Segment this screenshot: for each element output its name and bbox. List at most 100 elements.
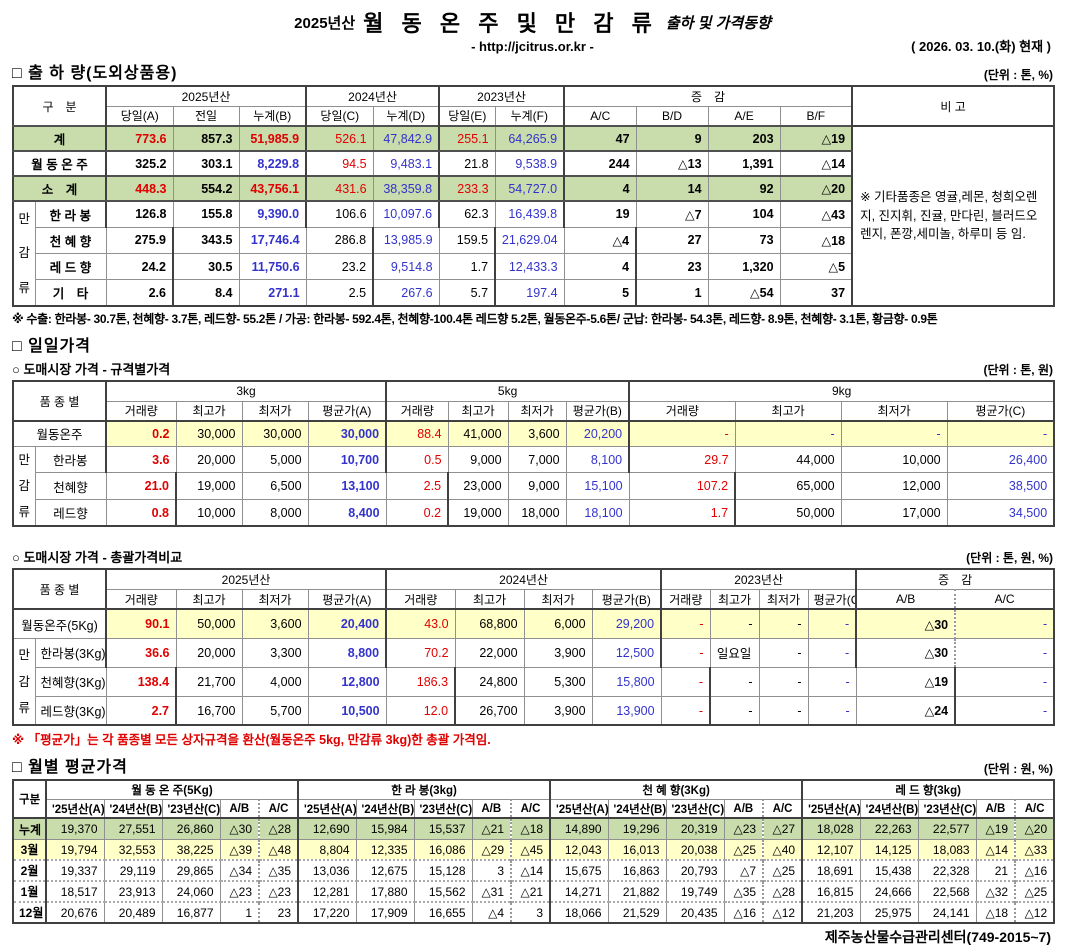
value-cell: 325.2 bbox=[105, 150, 174, 177]
value-cell: 10,500 bbox=[307, 695, 387, 726]
col-header: A/C bbox=[954, 588, 1055, 610]
value-cell: 13,985.9 bbox=[372, 226, 440, 255]
value-cell: 17,746.4 bbox=[238, 226, 307, 255]
value-cell: 159.5 bbox=[438, 226, 496, 255]
value-cell: 20,400 bbox=[307, 608, 387, 639]
col-header: '24년산(B) bbox=[859, 798, 919, 819]
value-cell: 26,860 bbox=[161, 817, 221, 840]
col-header: 거래량 bbox=[385, 400, 449, 422]
value-cell: 10,000 bbox=[840, 445, 948, 474]
col-header: B/D bbox=[635, 105, 709, 127]
value-cell: 3,900 bbox=[523, 695, 593, 726]
shipment-section-title: □ 출 하 량(도외상품용) bbox=[12, 65, 178, 82]
row-label: 기 타 bbox=[34, 279, 107, 307]
value-cell: △16 bbox=[723, 901, 764, 924]
value-cell: 20,000 bbox=[175, 637, 243, 668]
col-header: A/C bbox=[563, 105, 637, 127]
value-cell: 50,000 bbox=[175, 608, 243, 639]
monthly-price-section-header: □ 월별 평균가격 (단위 : 원, %) bbox=[12, 753, 1053, 777]
table-row: 레드향 0.8 10,000 8,000 8,400 0.2 19,000 18,000 18,… bbox=[13, 499, 1055, 527]
value-cell: 37 bbox=[779, 279, 853, 307]
value-cell: △21 bbox=[510, 880, 551, 903]
value-cell: 9,000 bbox=[507, 472, 567, 501]
value-cell: 92 bbox=[707, 175, 781, 202]
value-cell: △21 bbox=[471, 817, 512, 840]
col-header: A/B bbox=[219, 798, 260, 819]
value-cell: 23 bbox=[257, 901, 299, 924]
value-cell: 138.4 bbox=[105, 666, 177, 697]
value-cell: 14,271 bbox=[549, 880, 609, 903]
value-cell: - bbox=[758, 608, 809, 639]
value-cell: 24,666 bbox=[859, 880, 919, 903]
value-cell: 19,000 bbox=[175, 472, 243, 501]
col-header: 누계(D) bbox=[372, 105, 440, 127]
average-price-footnote: ※ 「평균가」는 각 품종별 모든 상자규격을 환산(월동온주 5kg, 만감류… bbox=[12, 733, 491, 748]
value-cell: 857.3 bbox=[172, 125, 240, 152]
value-cell: 29,865 bbox=[161, 859, 221, 882]
value-cell: 12,800 bbox=[307, 666, 387, 697]
value-cell: 30,000 bbox=[175, 420, 243, 447]
title-subtitle: 출하 및 가격동향 bbox=[665, 14, 771, 32]
col-header: '24년산(B) bbox=[607, 798, 667, 819]
value-cell: 343.5 bbox=[172, 226, 240, 255]
col-header: A/B bbox=[471, 798, 512, 819]
value-cell: 16,815 bbox=[801, 880, 861, 903]
value-cell: △7 bbox=[635, 200, 709, 228]
row-label: 계 bbox=[12, 125, 107, 152]
value-cell: 47,842.9 bbox=[372, 125, 440, 152]
value-cell: 12,335 bbox=[355, 838, 415, 861]
row-label: 레드향 bbox=[34, 499, 107, 527]
value-cell: 18,066 bbox=[549, 901, 609, 924]
col-header: 최고가 bbox=[447, 400, 509, 422]
value-cell: 14,890 bbox=[549, 817, 609, 840]
row-label: 2월 bbox=[12, 859, 47, 882]
col-header: '25년산(A) bbox=[801, 798, 861, 819]
table-row: 기 타 2.6 8.4 271.1 2.5 267.6 5.7 197.4 5 1 △54 37 bbox=[13, 279, 1054, 307]
value-cell: △35 bbox=[723, 880, 764, 903]
value-cell: 27 bbox=[635, 226, 709, 255]
shipment-section-header: □ 출 하 량(도외상품용) (단위 : 톤, %) bbox=[12, 59, 1053, 83]
value-cell: 13,900 bbox=[591, 695, 662, 726]
value-cell: 21,629.04 bbox=[494, 226, 565, 255]
col-header: 거래량 bbox=[660, 588, 711, 610]
value-cell: 23,913 bbox=[103, 880, 163, 903]
value-cell: 7,000 bbox=[507, 445, 567, 474]
col-header: 당일(E) bbox=[438, 105, 496, 127]
value-cell: 3 bbox=[510, 901, 551, 924]
value-cell: 15,984 bbox=[355, 817, 415, 840]
table-row: 1월 18,517 23,913 24,060 △23 △23 12,281 17,880 15… bbox=[12, 880, 1055, 903]
value-cell: 10,097.6 bbox=[372, 200, 440, 228]
value-cell: 11,750.6 bbox=[238, 253, 307, 281]
value-cell: 5,300 bbox=[523, 666, 593, 697]
value-cell: △5 bbox=[779, 253, 853, 281]
col-header: 최저가 bbox=[523, 588, 593, 610]
table-row: 만 감 류 한라봉(3Kg) 36.6 20,000 3,300 8,800 70.2 22,… bbox=[12, 637, 1055, 726]
value-cell: 12,043 bbox=[549, 838, 609, 861]
group-label: 만 감 류 bbox=[12, 637, 36, 726]
value-cell: △48 bbox=[257, 838, 299, 861]
value-cell: 1,391 bbox=[707, 150, 781, 177]
value-cell: 43,756.1 bbox=[238, 175, 307, 202]
value-cell: - bbox=[734, 420, 842, 447]
col-header: 누계(F) bbox=[494, 105, 565, 127]
value-cell: 275.9 bbox=[105, 226, 174, 255]
value-cell: 3,900 bbox=[523, 637, 593, 668]
value-cell: 16,655 bbox=[413, 901, 473, 924]
value-cell: 17,220 bbox=[297, 901, 357, 924]
value-cell: 94.5 bbox=[305, 150, 374, 177]
value-cell: 20,038 bbox=[665, 838, 725, 861]
value-cell: △12 bbox=[1014, 901, 1055, 924]
table-row: 천혜향 21.0 19,000 6,500 13,100 2.5 23,000 9,000 15… bbox=[13, 472, 1055, 501]
value-cell: 27,551 bbox=[103, 817, 163, 840]
group-header-redhyang: 레 드 향(3kg) bbox=[801, 779, 1055, 800]
value-cell: 38,500 bbox=[946, 472, 1055, 501]
value-cell: △4 bbox=[563, 226, 637, 255]
group-header-hallabong: 한 라 봉(3kg) bbox=[297, 779, 551, 800]
value-cell: △43 bbox=[779, 200, 853, 228]
value-cell: 8,100 bbox=[565, 445, 630, 474]
site-url-link[interactable]: - http://jcitrus.or.kr - bbox=[471, 39, 594, 54]
value-cell: 64,265.9 bbox=[494, 125, 565, 152]
value-cell: 2.5 bbox=[305, 279, 374, 307]
value-cell: 9,514.8 bbox=[372, 253, 440, 281]
